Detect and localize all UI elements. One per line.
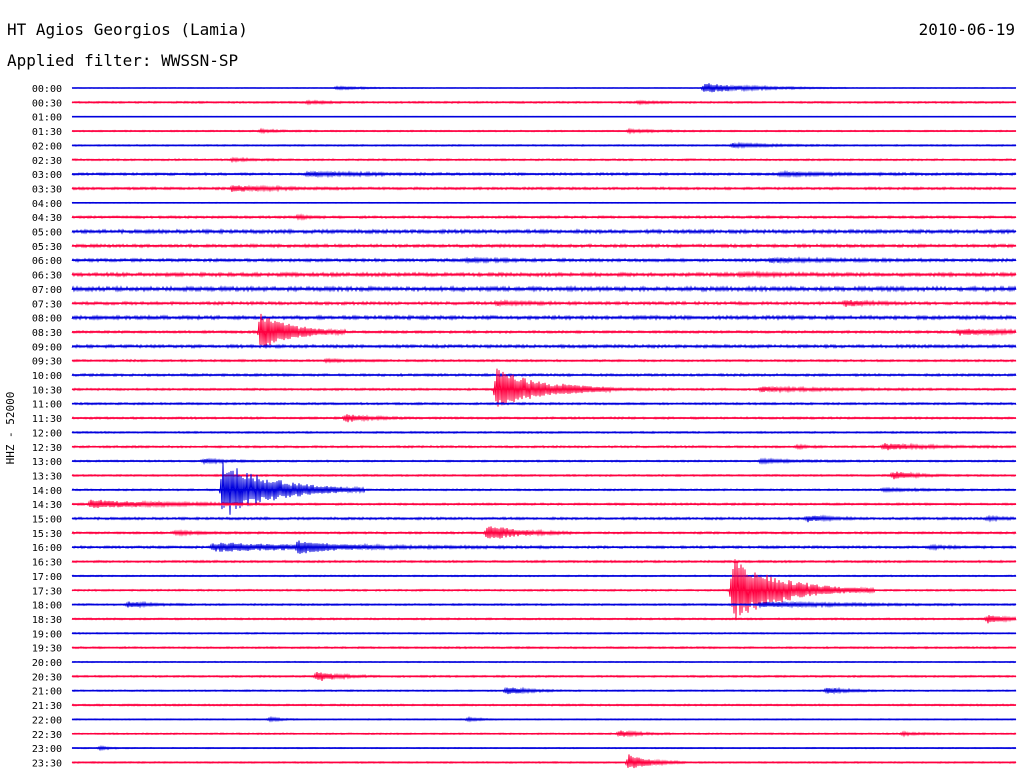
trace-time-label: 06:00 — [32, 256, 62, 267]
trace-time-label: 18:30 — [32, 615, 62, 626]
trace-time-label: 05:30 — [32, 242, 62, 253]
trace-time-label: 02:00 — [32, 141, 62, 152]
record-date: 2010-06-19 — [918, 20, 1015, 39]
trace-time-label: 16:30 — [32, 558, 62, 569]
trace-time-label: 22:00 — [32, 715, 62, 726]
trace-time-label: 09:00 — [32, 342, 62, 353]
trace-time-label: 21:30 — [32, 701, 62, 712]
trace-time-label: 23:00 — [32, 744, 62, 755]
trace-time-label: 07:00 — [32, 285, 62, 296]
trace-time-label: 20:00 — [32, 658, 62, 669]
trace-time-label: 11:30 — [32, 414, 62, 425]
trace-time-label: 09:30 — [32, 357, 62, 368]
trace-time-label: 14:00 — [32, 486, 62, 497]
trace-time-label: 17:00 — [32, 572, 62, 583]
trace-time-label: 03:30 — [32, 184, 62, 195]
trace-time-label: 15:30 — [32, 529, 62, 540]
trace-time-label: 10:00 — [32, 371, 62, 382]
trace-time-label: 08:30 — [32, 328, 62, 339]
trace-time-label: 11:00 — [32, 400, 62, 411]
trace-time-label: 16:00 — [32, 543, 62, 554]
trace-time-label: 14:30 — [32, 500, 62, 511]
trace-time-label: 03:00 — [32, 170, 62, 181]
filter-label: Applied filter: WWSSN-SP — [7, 51, 239, 70]
trace-time-label: 02:30 — [32, 156, 62, 167]
trace-time-label: 10:30 — [32, 385, 62, 396]
trace-time-label: 06:30 — [32, 271, 62, 282]
trace-time-label: 00:30 — [32, 98, 62, 109]
trace-time-label: 00:00 — [32, 84, 62, 95]
trace-time-label: 21:00 — [32, 687, 62, 698]
trace-time-label: 13:00 — [32, 457, 62, 468]
trace-time-label: 17:30 — [32, 586, 62, 597]
trace-time-label: 05:00 — [32, 228, 62, 239]
trace-time-label: 08:00 — [32, 314, 62, 325]
trace-time-label: 01:30 — [32, 127, 62, 138]
seismic-trace-1400 — [71, 462, 1017, 515]
trace-time-label: 15:00 — [32, 515, 62, 526]
station-title: HT Agios Georgios (Lamia) — [7, 20, 248, 39]
trace-time-label: 04:30 — [32, 213, 62, 224]
trace-time-label: 23:30 — [32, 758, 62, 769]
trace-time-label: 18:00 — [32, 601, 62, 612]
trace-time-label: 07:30 — [32, 299, 62, 310]
trace-time-label: 01:00 — [32, 113, 62, 124]
trace-time-label: 22:30 — [32, 730, 62, 741]
seismic-trace-1730 — [71, 559, 1017, 619]
trace-time-label: 04:00 — [32, 199, 62, 210]
trace-time-label: 13:30 — [32, 471, 62, 482]
trace-time-label: 19:30 — [32, 644, 62, 655]
seismic-trace-2330 — [71, 754, 1017, 769]
trace-time-label: 20:30 — [32, 672, 62, 683]
trace-time-label: 12:30 — [32, 443, 62, 454]
trace-time-label: 12:00 — [32, 428, 62, 439]
trace-time-label: 19:00 — [32, 629, 62, 640]
